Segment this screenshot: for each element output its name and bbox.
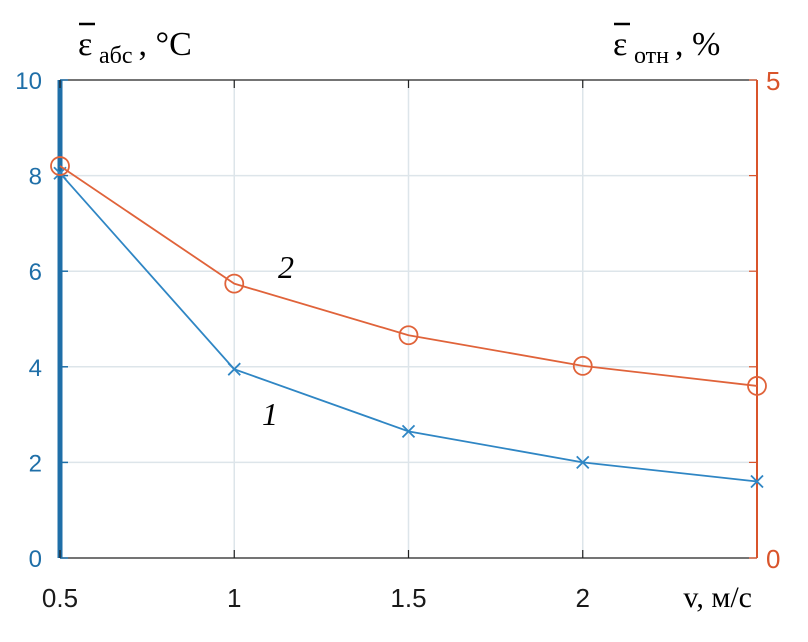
series-1-point-2 [401,424,416,438]
series-1-point-4 [750,474,764,489]
series-2-line [59,165,758,387]
left-tick-label-1: 2 [29,450,42,477]
right-axis-subscript: отн [634,43,669,69]
right-axis-symbol: ε [613,26,627,63]
left-tick-label-0: 0 [29,546,42,573]
left-axis-title: ε абс, °C [78,22,192,69]
series-2-point-1 [224,273,245,294]
x-tick-label-3: 2 [576,583,590,613]
x-axis-label: v, м/с [683,581,752,614]
left-tick-label-4: 8 [29,164,42,191]
right-axis-unit: , % [675,26,720,63]
x-tick-label-2: 1.5 [390,583,426,613]
left-tick-label-2: 4 [29,355,42,382]
axes: 0 2 4 6 8 10 0 5 0.5 1 1.5 2 [15,66,780,613]
left-tick-label-3: 6 [29,259,42,286]
x-tick-label-0: 0.5 [42,583,78,613]
left-tick-label-5: 10 [15,68,42,95]
series-1-point-3 [576,455,590,470]
series-group [50,156,767,489]
left-axis-subscript: абс [99,43,133,69]
right-tick-label-1: 5 [766,66,780,96]
series-2-point-3 [572,355,593,376]
series-1-annotation: 1 [262,396,278,432]
x-tick-label-1: 1 [227,583,241,613]
series-2-annotation: 2 [278,249,294,285]
series-1-point-1 [227,362,241,376]
grid [60,80,757,558]
left-axis-symbol: ε [78,26,92,63]
labels-group: v, м/сε абс, °C ε отн, %21 [78,22,752,614]
left-axis-unit: , °C [139,26,192,63]
right-tick-label-0: 0 [766,544,780,574]
series-2-point-2 [398,325,419,346]
series-2-point-4 [747,376,767,396]
right-axis-title: ε отн, % [613,22,720,69]
series-2-point-0 [50,156,70,176]
